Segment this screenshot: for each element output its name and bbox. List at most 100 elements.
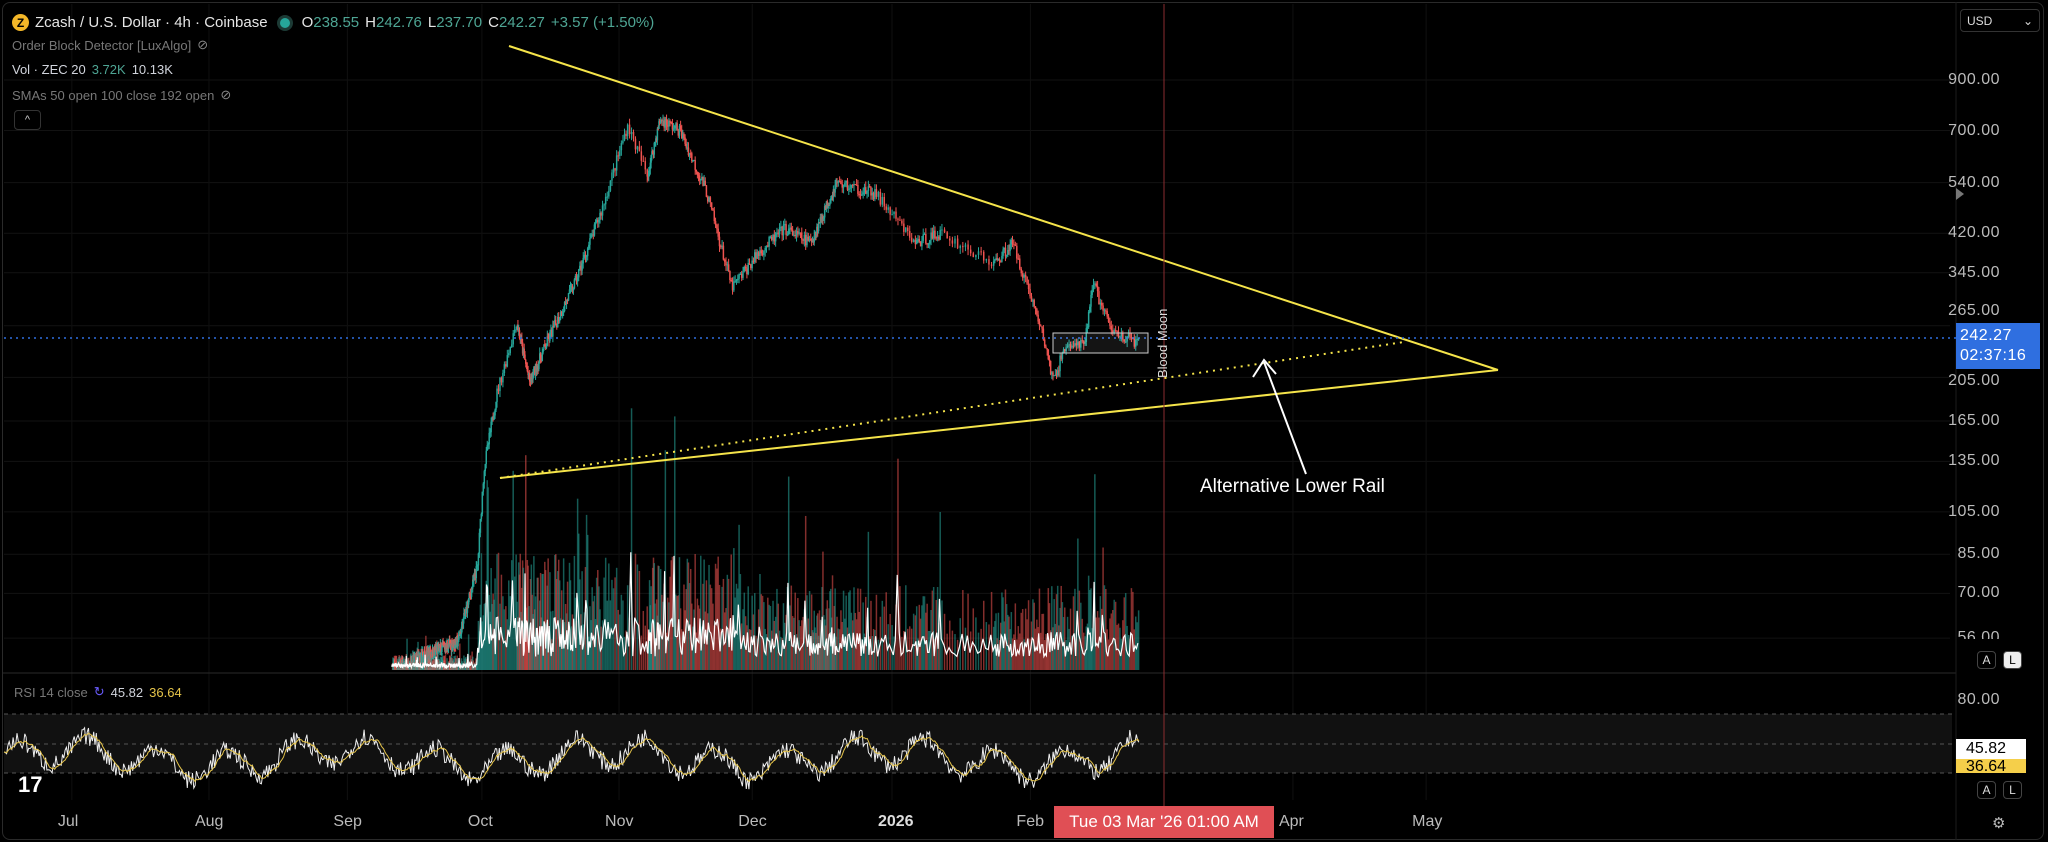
candle-body <box>595 219 598 223</box>
candle-body <box>1061 353 1064 360</box>
volume-bar <box>831 575 834 670</box>
price-axis-label: 85.00 <box>1957 545 2000 563</box>
candle-body <box>743 266 746 272</box>
candle-body <box>836 182 838 184</box>
candle-body <box>432 648 434 658</box>
alternative-lower-rail-label[interactable]: Alternative Lower Rail <box>1200 476 1385 497</box>
price-axis-label: 900.00 <box>1948 71 2000 88</box>
candle-body <box>828 204 830 206</box>
candle-body <box>849 187 851 189</box>
candle-body <box>1040 325 1042 327</box>
candle-body <box>490 421 492 433</box>
volume-bar <box>977 632 980 670</box>
candle-body <box>789 227 791 229</box>
candle-body <box>632 131 635 139</box>
candle-body <box>1033 300 1035 307</box>
candle-body <box>441 647 443 653</box>
volume-bar <box>778 630 781 670</box>
candle-body <box>1090 294 1092 307</box>
volume-bar <box>1126 625 1128 670</box>
candle-body <box>931 232 934 239</box>
time-axis-label: 2026 <box>877 813 914 830</box>
candle-body <box>855 184 858 186</box>
candle-body <box>489 432 491 434</box>
candle-body <box>499 377 501 392</box>
volume-bar <box>534 596 537 670</box>
volume-bar <box>1004 589 1007 670</box>
volume-bar <box>1069 608 1072 670</box>
candle-body <box>467 598 470 605</box>
volume-bar <box>634 553 637 670</box>
volume-bar <box>822 551 824 670</box>
symbol-legend[interactable]: Z Zcash / U.S. Dollar · 4h · Coinbase O2… <box>12 14 654 31</box>
volume-bar <box>480 553 483 670</box>
candle-body <box>996 258 998 261</box>
candle-body <box>756 252 759 259</box>
candle-body <box>938 236 940 240</box>
candle-body <box>648 169 651 171</box>
candle-body <box>1004 247 1007 257</box>
volume-bar <box>780 636 782 670</box>
candle-body <box>508 353 510 356</box>
symbol-title[interactable]: Zcash / U.S. Dollar · 4h · Coinbase <box>35 14 268 31</box>
volume-bar <box>730 554 732 670</box>
candle-body <box>526 367 529 372</box>
candle-body <box>959 245 961 249</box>
rsi-log-scale-button[interactable]: L <box>2003 781 2022 799</box>
eye-hidden-icon[interactable]: ⊘ <box>220 87 232 102</box>
volume-bar <box>577 533 580 670</box>
price-axis-label: 700.00 <box>1948 121 2000 139</box>
volume-bar <box>1049 630 1052 670</box>
candle-body <box>466 600 469 613</box>
candle-body <box>830 196 833 199</box>
volume-bar <box>865 596 867 670</box>
candle-body <box>731 280 734 291</box>
time-axis-label: Feb <box>1016 813 1044 830</box>
volume-bar <box>1033 602 1035 670</box>
candle-body <box>471 579 474 589</box>
candle-body <box>1103 310 1106 312</box>
volume-bar <box>808 591 811 670</box>
candle-body <box>737 278 739 280</box>
candle-body <box>770 236 773 240</box>
rsi-auto-scale-button[interactable]: A <box>1977 781 1996 799</box>
log-scale-button[interactable]: L <box>2003 651 2022 669</box>
rsi-legend[interactable]: RSI 14 close ↻ 45.82 36.64 <box>14 684 182 700</box>
candle-body <box>537 365 539 370</box>
candle-body <box>1095 283 1097 287</box>
tradingview-logo[interactable]: 17 <box>18 772 43 797</box>
volume-bar <box>686 558 689 670</box>
volume-bar <box>1124 593 1127 670</box>
order-block-legend[interactable]: Order Block Detector [LuxAlgo] ⊘ <box>12 37 208 53</box>
candle-body <box>829 203 831 206</box>
smas-legend[interactable]: SMAs 50 open 100 close 192 open ⊘ <box>12 87 231 103</box>
currency-select[interactable]: USD ⌄ <box>1960 9 2040 32</box>
candle-body <box>684 137 686 144</box>
candle-body <box>830 198 832 204</box>
eye-hidden-icon[interactable]: ⊘ <box>197 37 209 52</box>
collapse-legend-button[interactable]: ^ <box>14 110 41 130</box>
blood-moon-label[interactable]: Blood Moon <box>1155 308 1170 378</box>
volume-bar <box>1066 616 1069 670</box>
candle-body <box>709 197 712 203</box>
candle-body <box>936 236 939 239</box>
candle-body <box>513 329 516 334</box>
candle-body <box>676 123 678 130</box>
volume-legend[interactable]: Vol · ZEC 20 3.72K 10.13K <box>12 62 173 77</box>
candle-body <box>799 232 802 234</box>
candle-body <box>845 180 847 183</box>
volume-bar <box>1089 590 1091 670</box>
rsi-band <box>4 714 1952 773</box>
candle-body <box>493 415 495 420</box>
volume-bar <box>829 591 831 670</box>
candle-body <box>1056 370 1059 376</box>
candle-body <box>823 206 826 218</box>
settings-icon[interactable]: ⚙ <box>1992 815 2006 832</box>
volume-bar <box>700 555 702 670</box>
candle-body <box>457 634 460 643</box>
candle-body <box>1032 300 1034 302</box>
candle-body <box>638 146 641 152</box>
auto-scale-button[interactable]: A <box>1977 651 1996 669</box>
candle-body <box>832 189 835 198</box>
